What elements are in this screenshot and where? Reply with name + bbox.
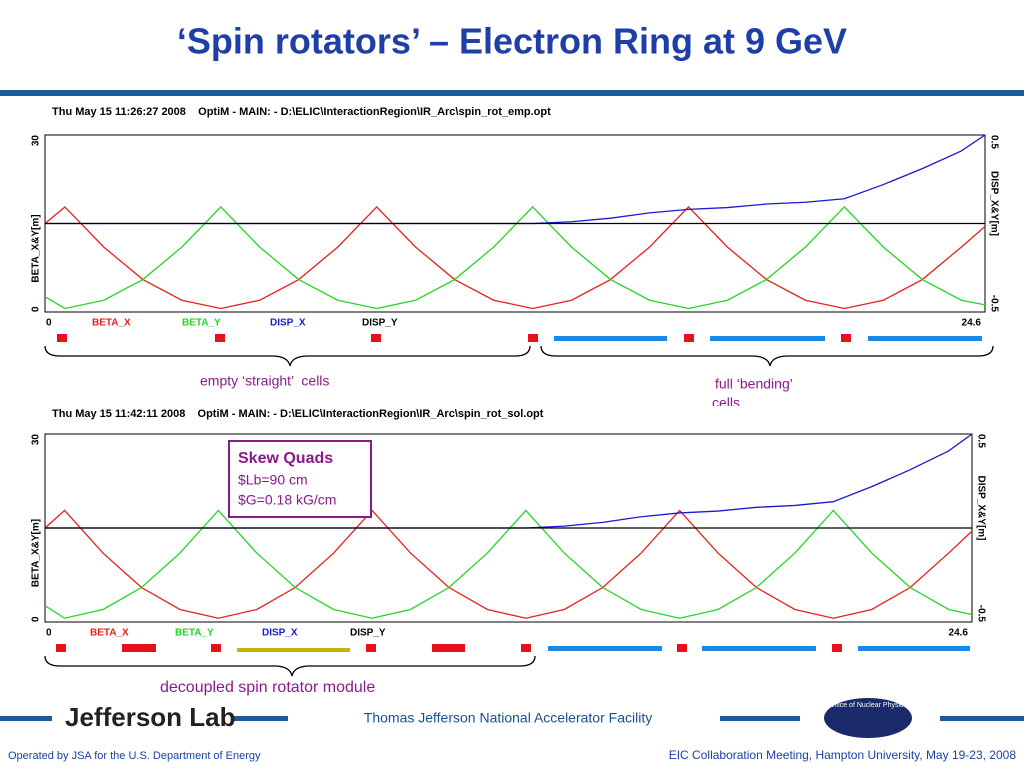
magnet: [122, 644, 156, 652]
annotation: $Lb=90 cm: [238, 472, 308, 488]
brace: [44, 655, 536, 677]
dipole: [702, 646, 816, 651]
legend-entry: BETA_X: [92, 318, 131, 329]
logo-text: Jefferson Lab: [65, 702, 236, 732]
x-tick-label: 24.6: [962, 318, 982, 329]
facility: Thomas Jefferson National Accelerator Fa…: [364, 710, 652, 726]
office-logo-text: Office of Nuclear Physics: [829, 702, 908, 709]
series-line: [44, 509, 973, 619]
y2-tick-label: 0.5: [975, 434, 986, 448]
dipole: [868, 336, 982, 341]
dipole: [858, 646, 970, 651]
element-row: [56, 644, 970, 652]
slide-title: ‘Spin rotators’ – Electron Ring at 9 GeV: [177, 21, 847, 62]
magnet: [677, 644, 687, 652]
charts: Thu May 15 11:26:27 2008 OptiM - MAIN: -…: [31, 106, 1000, 639]
element-row: [57, 334, 982, 342]
magnet: [371, 334, 381, 342]
y2-axis-label: DISP_X&Y[m]: [975, 475, 986, 540]
series-line: [44, 206, 986, 310]
footer-bar: [0, 716, 52, 721]
x-tick-label: 24.6: [949, 628, 969, 639]
office-logo: [824, 698, 912, 738]
magnet: [432, 644, 465, 652]
brace: [44, 345, 531, 367]
operated: Operated by JSA for the U.S. Department …: [8, 750, 261, 762]
series-line: [44, 509, 973, 619]
annotation: empty ‘straight’ cells: [200, 373, 329, 389]
magnet: [366, 644, 376, 652]
y2-tick-label: -0.5: [975, 605, 986, 623]
legend-entry: BETA_Y: [182, 318, 221, 329]
magnet: [832, 644, 842, 652]
series-line: [45, 134, 986, 225]
header-backdrop: [0, 406, 1024, 426]
magnet: [684, 334, 694, 342]
dipole: [554, 336, 667, 341]
annotation-box: [228, 440, 372, 518]
magnet: [521, 644, 531, 652]
magnet: [841, 334, 851, 342]
dipole: [710, 336, 825, 341]
y2-tick-label: -0.5: [988, 295, 999, 313]
x-tick-label: 0: [46, 318, 52, 329]
magnet: [215, 334, 225, 342]
dipole: [548, 646, 662, 651]
meeting: EIC Collaboration Meeting, Hampton Unive…: [669, 748, 1017, 762]
y2-tick-label: 0.5: [988, 135, 999, 149]
skew-quads-box: Skew Quads $Lb=90 cm $G=0.18 kG/cm: [228, 440, 372, 518]
y-tick-label: 30: [31, 135, 42, 147]
y2-axis-label: DISP_X&Y[m]: [988, 171, 999, 236]
magnet: [56, 644, 66, 652]
y-tick-label: 0: [31, 306, 42, 312]
x-tick-label: 0: [46, 628, 52, 639]
series-line: [44, 206, 986, 310]
annotation: full ‘bending’: [715, 376, 793, 392]
annotation: decoupled spin rotator module: [160, 679, 375, 696]
title-bar: [0, 90, 1024, 96]
legend-entry: BETA_X: [90, 628, 129, 639]
brace: [540, 345, 994, 367]
footer-bar: [940, 716, 1024, 721]
y-axis-label: BETA_X&Y[m]: [31, 214, 42, 282]
magnet: [211, 644, 221, 652]
series-line: [45, 433, 973, 529]
footer-bar: [720, 716, 800, 721]
y-tick-label: 0: [31, 616, 42, 622]
magnet: [528, 334, 538, 342]
legend-entry: DISP_X: [270, 318, 306, 329]
legend-entry: DISP_Y: [350, 628, 386, 639]
chart-header: Thu May 15 11:26:27 2008 OptiM - MAIN: -…: [52, 106, 551, 118]
y-axis-label: BETA_X&Y[m]: [31, 519, 42, 587]
legend-entry: BETA_Y: [175, 628, 214, 639]
annotation: $G=0.18 kG/cm: [238, 492, 336, 508]
y-tick-label: 30: [31, 434, 42, 446]
solenoid: [237, 648, 350, 652]
footer-bar: [232, 716, 288, 721]
legend-entry: DISP_X: [262, 628, 298, 639]
annotation-title: Skew Quads: [238, 450, 333, 467]
magnet: [57, 334, 67, 342]
legend-entry: DISP_Y: [362, 318, 398, 329]
chart-header: Thu May 15 11:42:11 2008 OptiM - MAIN: -…: [52, 408, 544, 420]
